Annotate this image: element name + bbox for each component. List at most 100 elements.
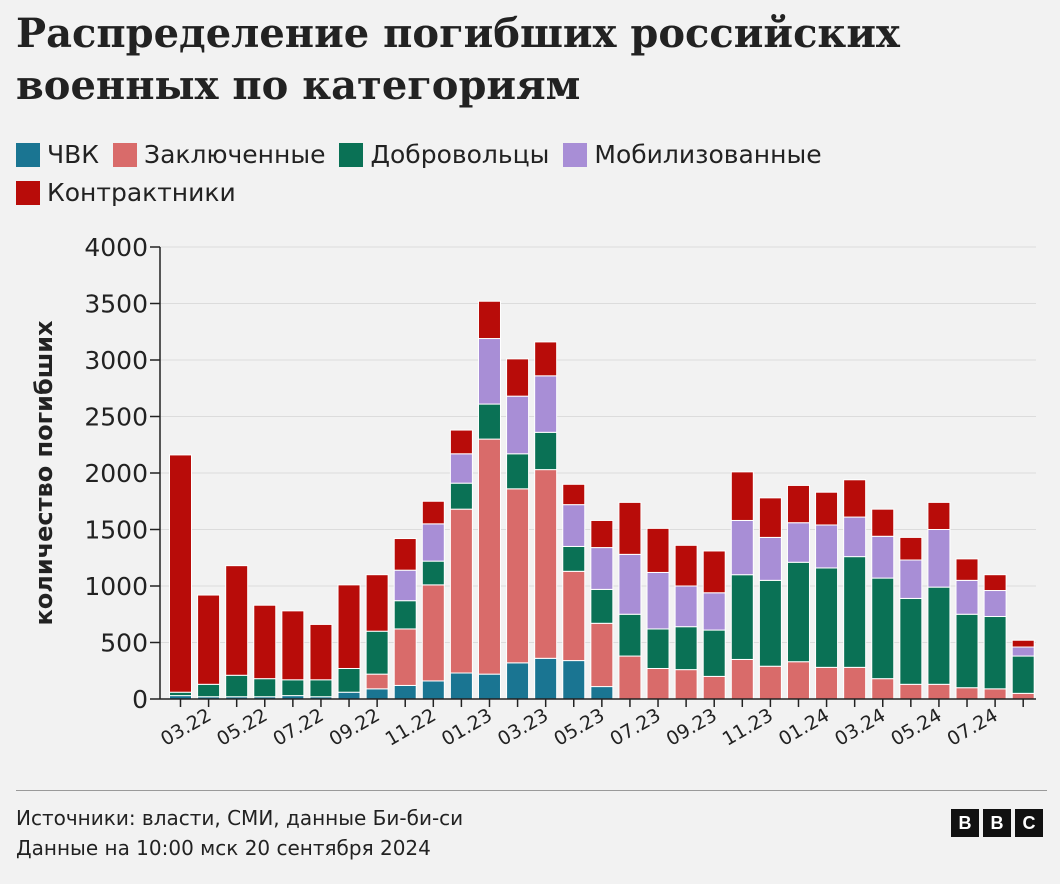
footer-date: Данные на 10:00 мск 20 сентября 2024 [16,836,431,860]
bar-segment-03.22-s2 [197,683,221,698]
bar-segment-06.23-s4 [618,501,642,555]
bar-segment-02.23-s2 [506,453,530,490]
bar-segment-04.24-s3 [899,559,923,599]
bar-segment-12.22-s0 [449,672,473,700]
bar-segment-10.22-s4 [393,538,417,571]
bar-segment-09.23-s3 [702,592,726,631]
bar-segment-04.24-s4 [899,536,923,561]
bar-segment-04.23-s1 [562,570,586,662]
bbc-logo-letter-3: C [1015,809,1043,837]
legend-label-volunteers: Добровольцы [370,140,550,169]
bar-segment-08.24-s3 [1011,646,1035,657]
bar-segment-10.22-s0 [393,684,417,700]
bar-segment-09.23-s4 [702,550,726,594]
legend-swatch-volunteers [339,143,364,167]
legend-label-mobilized: Мобилизованные [594,140,822,169]
bar-segment-07.23-s4 [646,527,670,573]
bar-segment-03.23-s0 [534,657,558,700]
bar-segment-11.22-s3 [421,523,445,562]
bar-segment-03.24-s4 [871,508,895,537]
bbc-logo-letter-2: B [983,809,1011,837]
x-tick-label: 01.24 [775,704,833,750]
x-tick-label: 09.22 [326,704,384,750]
bar-segment-02.23-s3 [506,395,530,455]
bar-segment-10.23-s3 [730,519,754,576]
bar-segment-11.22-s4 [421,500,445,525]
bar-segment-12.23-s3 [786,522,810,563]
bar-segment-06.23-s2 [618,613,642,657]
bar-segment-11.22-s0 [421,680,445,700]
bar-segment-04.24-s2 [899,597,923,685]
bar-segment-03.23-s3 [534,375,558,433]
y-tick-label: 4000 [84,233,148,262]
x-tick-label: 11.22 [382,704,440,750]
x-tick-label: 05.22 [213,704,271,750]
bar-segment-07.24-s1 [983,688,1007,700]
legend-label-contract: Контрактники [47,178,236,207]
bar-segment-05.24-s2 [927,586,951,685]
bar-segment-12.23-s4 [786,484,810,524]
bar-segment-08.22-s2 [337,667,361,693]
bar-segment-10.23-s1 [730,658,754,700]
y-tick-label: 500 [100,629,148,658]
bar-segment-07.23-s3 [646,571,670,630]
bar-segment-11.23-s4 [758,497,782,538]
bar-segment-09.23-s1 [702,675,726,700]
bar-segment-05.24-s4 [927,501,951,531]
legend-label-pmc: ЧВК [47,140,100,169]
bar-segment-04.22-s4 [225,565,249,676]
bar-segment-03.23-s2 [534,431,558,471]
bar-segment-02.22-s2 [169,691,192,697]
bar-segment-11.22-s1 [421,584,445,682]
bar-segment-02.22-s4 [169,454,192,693]
bar-segment-06.22-s2 [281,679,305,697]
bar-segment-12.22-s1 [449,508,473,674]
bars [169,300,1035,700]
footer-sources: Источники: власти, СМИ, данные Би-би-си [16,806,464,830]
bar-segment-03.24-s1 [871,678,895,700]
bar-segment-07.24-s4 [983,574,1007,592]
bar-segment-11.23-s2 [758,579,782,667]
bar-segment-12.23-s1 [786,661,810,700]
bar-segment-06.22-s4 [281,610,305,681]
bar-segment-07.22-s2 [309,679,333,698]
legend-swatch-prisoners [113,143,138,167]
bar-segment-01.23-s4 [477,300,501,340]
bar-segment-09.22-s4 [365,574,389,632]
bar-segment-05.23-s2 [590,588,614,624]
bbc-logo-letter-1: B [951,809,979,837]
bar-segment-07.23-s1 [646,667,670,700]
y-tick-label: 2000 [84,459,148,488]
bar-segment-07.24-s3 [983,590,1007,618]
y-axis-title: количество погибших [30,320,58,626]
bar-segment-02.23-s0 [506,662,530,700]
legend-swatch-contract [16,181,40,205]
legend-swatch-mobilized [563,143,588,167]
bar-segment-05.23-s0 [590,686,614,700]
bar-segment-11.23-s1 [758,665,782,700]
bar-segment-01.24-s4 [815,491,839,526]
x-tick-label: 03.24 [831,704,889,750]
legend-item-mobilized: Мобилизованные [563,138,822,172]
bar-segment-08.22-s0 [337,691,361,700]
legend-swatch-pmc [16,143,40,167]
bar-segment-03.24-s2 [871,577,895,680]
bar-segment-04.23-s3 [562,504,586,547]
bar-segment-01.23-s3 [477,338,501,405]
bar-segment-10.22-s1 [393,628,417,686]
chart-title: Распределение погибших российских военны… [16,10,900,109]
bar-segment-09.22-s2 [365,630,389,675]
bar-segment-07.22-s4 [309,623,333,681]
y-tick-label: 1000 [84,572,148,601]
x-tick-label: 01.23 [438,704,496,750]
y-tick-label: 2500 [84,403,148,432]
y-tick-label: 0 [132,685,148,714]
y-tick-label: 1500 [84,516,148,545]
legend: ЧВК Заключенные Добровольцы Мобилизованн… [16,138,1036,210]
x-tick-label: 03.22 [157,704,215,750]
bar-segment-01.23-s2 [477,403,501,440]
bar-segment-06.23-s1 [618,655,642,700]
stacked-bar-chart: 0500100015002000250030003500400003.2205.… [30,233,1036,751]
bar-segment-04.24-s1 [899,683,923,700]
bar-segment-06.23-s3 [618,553,642,615]
